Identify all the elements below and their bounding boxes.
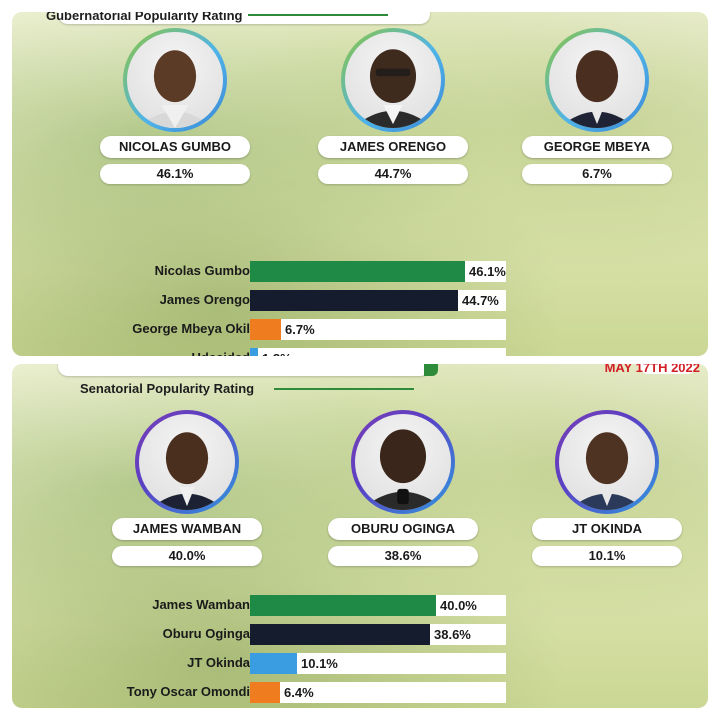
bar-category-label: James Wamban: [152, 597, 250, 612]
date-tab: [640, 364, 696, 374]
bar-track: 46.1%: [250, 261, 506, 282]
bar-value-label: 6.7%: [285, 322, 315, 337]
candidate-percentage: 44.7%: [318, 164, 468, 184]
candidate-photo-ring: [123, 28, 227, 132]
candidate-name: OBURU OGINGA: [328, 518, 478, 540]
bar-row: Oburu Oginga 38.6%: [12, 623, 708, 647]
candidate-card-orengo: JAMES ORENGO 44.7%: [318, 28, 468, 218]
senatorial-title: Senatorial Popularity Rating: [80, 381, 255, 396]
candidate-name: JT OKINDA: [532, 518, 682, 540]
candidate-photo: [355, 414, 451, 510]
bar-row: Nicolas Gumbo 46.1%: [12, 260, 708, 284]
bar: [250, 682, 280, 703]
bar: [250, 348, 258, 356]
bar-value-label: 46.1%: [469, 264, 506, 279]
candidate-photo-ring: [341, 28, 445, 132]
bar-category-label: Oburu Oginga: [162, 626, 250, 641]
bar-value-label: 6.4%: [284, 685, 314, 700]
bar-track: 6.7%: [250, 319, 506, 340]
bar: [250, 319, 281, 340]
bar-category-label: Nicolas Gumbo: [154, 263, 250, 278]
bar-track: 6.4%: [250, 682, 506, 703]
bar-value-label: 10.1%: [301, 656, 338, 671]
candidate-percentage: 46.1%: [100, 164, 250, 184]
candidate-percentage: 6.7%: [522, 164, 672, 184]
bar-track: 10.1%: [250, 653, 506, 674]
candidate-card-oginga: OBURU OGINGA 38.6%: [328, 410, 478, 600]
candidate-name: NICOLAS GUMBO: [100, 136, 250, 158]
title-underline: [274, 388, 414, 390]
candidate-name: GEORGE MBEYA: [522, 136, 672, 158]
title-underline: [248, 14, 388, 16]
bar: [250, 595, 436, 616]
bar-row: James Wamban 40.0%: [12, 594, 708, 618]
senatorial-panel: MAY 17TH 2022 Senatorial Popularity Rati…: [12, 364, 708, 708]
bar-value-label: 1.8%: [262, 351, 292, 356]
candidate-photo: [559, 414, 655, 510]
bar-category-label: George Mbeya Okil: [132, 321, 250, 336]
bar-track: 40.0%: [250, 595, 506, 616]
bar-row: George Mbeya Okil 6.7%: [12, 318, 708, 342]
candidate-photo: [549, 32, 645, 128]
bar-row: Tony Oscar Omondi 6.4%: [12, 681, 708, 705]
bar-value-label: 40.0%: [440, 598, 477, 613]
bar-track: 38.6%: [250, 624, 506, 645]
bar-row: James Orengo 44.7%: [12, 289, 708, 313]
candidate-percentage: 10.1%: [532, 546, 682, 566]
bar-value-label: 38.6%: [434, 627, 471, 642]
candidate-percentage: 38.6%: [328, 546, 478, 566]
bar: [250, 290, 458, 311]
candidate-card-mbeya: GEORGE MBEYA 6.7%: [522, 28, 672, 218]
candidate-percentage: 40.0%: [112, 546, 262, 566]
bar: [250, 624, 430, 645]
bar-row: JT Okinda 10.1%: [12, 652, 708, 676]
gubernatorial-panel: Gubernatorial Popularity Rating NICOLAS …: [12, 12, 708, 356]
candidate-photo: [127, 32, 223, 128]
bar: [250, 261, 465, 282]
candidate-name: JAMES ORENGO: [318, 136, 468, 158]
bar-track: 1.8%: [250, 348, 506, 356]
gubernatorial-title: Gubernatorial Popularity Rating: [46, 12, 243, 23]
bar-category-label: Udecided: [191, 350, 250, 356]
bar-category-label: JT Okinda: [187, 655, 250, 670]
candidate-photo: [345, 32, 441, 128]
banner-accent: [424, 364, 438, 376]
bar-category-label: Tony Oscar Omondi: [126, 684, 250, 699]
bar-row: Udecided 1.8%: [12, 347, 708, 356]
date-badge: MAY 17TH 2022: [604, 364, 700, 375]
candidate-photo-ring: [545, 28, 649, 132]
candidate-name: JAMES WAMBAN: [112, 518, 262, 540]
candidate-photo-ring: [555, 410, 659, 514]
bar: [250, 653, 297, 674]
bar-track: 44.7%: [250, 290, 506, 311]
candidate-card-okinda: JT OKINDA 10.1%: [532, 410, 682, 600]
candidate-card-wamban: JAMES WAMBAN 40.0%: [112, 410, 262, 600]
candidate-photo-ring: [135, 410, 239, 514]
candidate-card-gumbo: NICOLAS GUMBO 46.1%: [100, 28, 250, 218]
bar-value-label: 44.7%: [462, 293, 499, 308]
candidate-photo: [139, 414, 235, 510]
bar-category-label: James Orengo: [159, 292, 250, 307]
candidate-photo-ring: [351, 410, 455, 514]
title-banner: [58, 364, 430, 376]
